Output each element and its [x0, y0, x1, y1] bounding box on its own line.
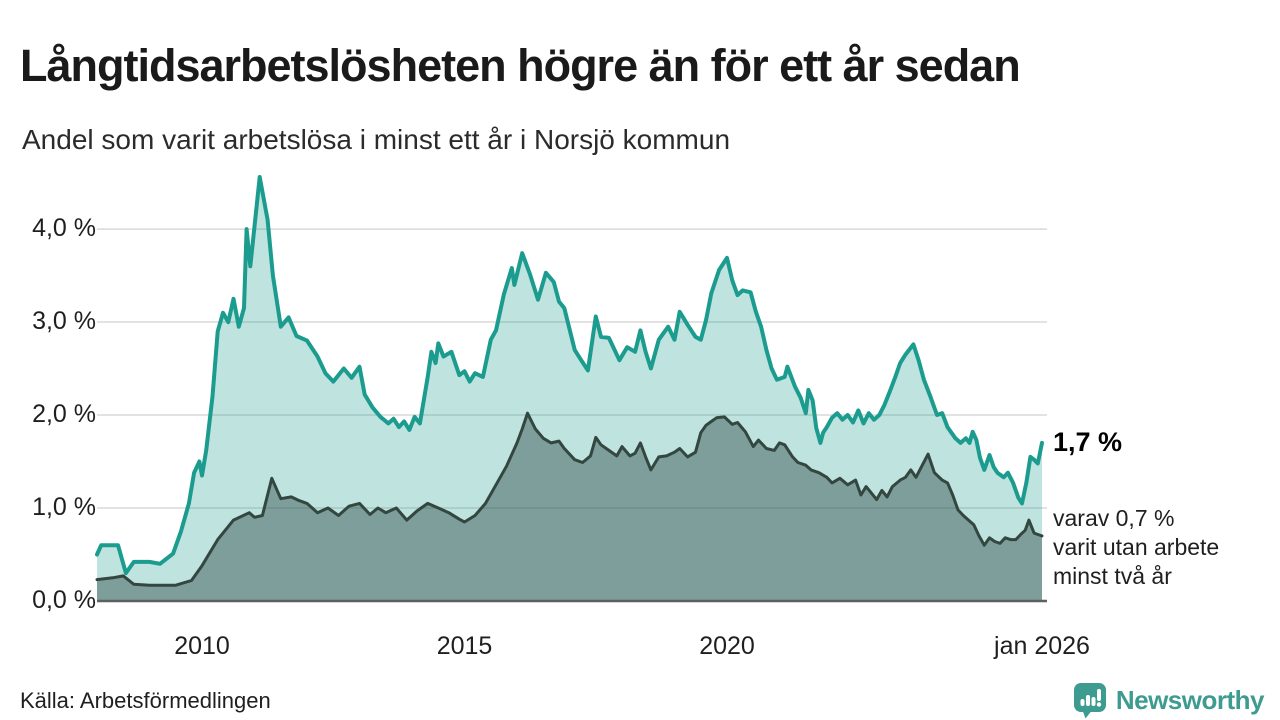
y-tick-label: 1,0 % — [32, 493, 96, 522]
line-minst-ett-ar — [95, 175, 1044, 576]
x-tick-label: 2010 — [174, 632, 230, 660]
y-tick-label: 0,0 % — [32, 586, 96, 614]
end-value-label-primary: 1,7 % — [1053, 427, 1123, 457]
line-minst-tva-ar — [95, 411, 1044, 587]
brand-logo: Newsworthy — [1072, 682, 1265, 719]
x-tick-label: jan 2026 — [994, 632, 1090, 660]
y-tick-label: 2,0 % — [32, 400, 96, 429]
x-tick-label: 2020 — [699, 632, 755, 660]
y-tick-label: 3,0 % — [32, 307, 96, 336]
end-value-label-secondary-line3: minst två år — [1053, 563, 1172, 589]
newsworthy-bubble-icon — [1073, 683, 1106, 719]
y-tick-label: 4,0 % — [32, 214, 96, 243]
page-title: Långtidsarbetslösheten högre än för ett … — [20, 40, 1021, 92]
end-value-label-secondary-line1: varav 0,7 % — [1053, 505, 1175, 531]
source-note: Källa: Arbetsförmedlingen — [20, 688, 271, 713]
area-fill-minst-tva-ar — [97, 413, 1042, 601]
end-value-label-secondary-line2: varit utan arbete — [1053, 534, 1220, 560]
area-fill-minst-ett-ar — [97, 177, 1042, 601]
page-subtitle: Andel som varit arbetslösa i minst ett å… — [22, 124, 731, 155]
brand-name: Newsworthy — [1115, 685, 1265, 715]
end-value-label-secondary: varav 0,7 % varit utan arbete minst två … — [1053, 504, 1219, 591]
x-tick-label: 2015 — [436, 632, 493, 660]
